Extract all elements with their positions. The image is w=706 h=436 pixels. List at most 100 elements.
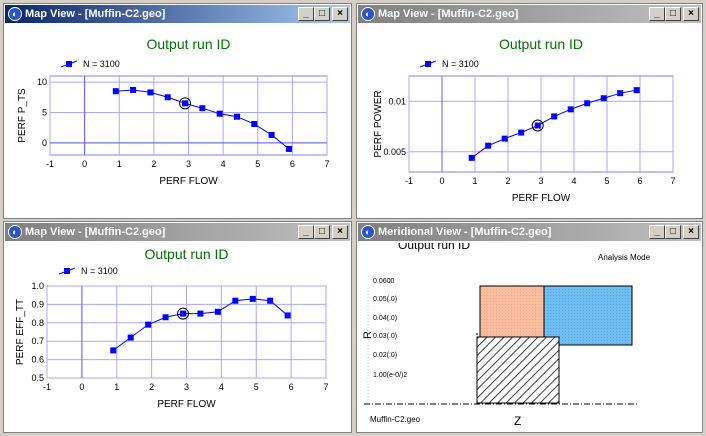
x-tick-label: 4 xyxy=(221,159,226,169)
r-tick-label: 1.00(e-0/)2 xyxy=(373,372,407,379)
chart-area[interactable]: Output run ID N = 3100 -1 0 1 2 3 4 5 6 7 0.5 0.6 0.7… xyxy=(7,243,348,429)
app-icon[interactable]: ◐ xyxy=(8,225,22,239)
data-point[interactable] xyxy=(110,347,117,354)
blue-region[interactable] xyxy=(543,285,633,346)
title-bar[interactable]: ◐ Map View - [Muffin-C2.geo] _ □ × xyxy=(5,223,350,241)
data-point[interactable] xyxy=(249,295,256,302)
data-point[interactable] xyxy=(182,100,189,107)
selected-point-marker[interactable] xyxy=(177,307,190,320)
maximize-button[interactable]: □ xyxy=(314,225,330,239)
x-axis-label: PERF FLOW xyxy=(512,193,571,204)
app-icon[interactable]: ◐ xyxy=(8,7,22,21)
data-point[interactable] xyxy=(197,310,204,317)
data-point[interactable] xyxy=(617,90,624,97)
data-point[interactable] xyxy=(567,106,574,113)
data-point[interactable] xyxy=(501,135,508,142)
r-tick-label: 0.04(.0) xyxy=(373,315,397,322)
x-tick-label: 0 xyxy=(439,176,444,186)
minimize-button[interactable]: _ xyxy=(298,7,314,21)
data-point[interactable] xyxy=(180,310,187,317)
window-title: Map View - [Muffin-C2.geo] xyxy=(378,8,519,20)
data-point[interactable] xyxy=(162,314,169,321)
data-point[interactable] xyxy=(130,86,137,93)
meridional-plot[interactable]: Output run ID Analysis Mode R 0.0600 0.05… xyxy=(360,238,701,431)
data-point[interactable] xyxy=(268,131,275,138)
data-point[interactable] xyxy=(551,113,558,120)
title-bar[interactable]: ◐ Map View - [Muffin-C2.geo] _ □ × xyxy=(5,5,350,23)
data-point[interactable] xyxy=(164,94,171,101)
x-tick-label: 6 xyxy=(637,176,642,186)
x-tick-label: 7 xyxy=(324,159,329,169)
maximize-button[interactable]: □ xyxy=(665,7,681,21)
data-point[interactable] xyxy=(147,89,154,96)
y-ticks: 0 5 10 xyxy=(37,77,327,148)
x-tick-label: -1 xyxy=(405,176,413,186)
series-line xyxy=(471,89,637,159)
x-tick-label: 1 xyxy=(472,176,477,186)
y-axis-label: PERF EFF_TT xyxy=(15,299,26,365)
y-ticks: 0.5 0.6 0.7 0.8 0.9 1.0 xyxy=(31,281,326,383)
data-point[interactable] xyxy=(112,88,119,95)
chart-perf-eff-tt[interactable]: Output run ID N = 3100 -1 0 1 2 3 4 5 6 7 0.5 0.6 0.7… xyxy=(7,243,350,431)
data-point[interactable] xyxy=(468,154,475,161)
data-point[interactable] xyxy=(284,312,291,319)
y-tick-label: 0.6 xyxy=(31,355,44,365)
chart-perf-p-ts[interactable]: Output run ID N = 3100 -1 0 1 2 3 4 5 6 7 0 5 10 PERF … xyxy=(7,25,350,217)
meridional-view-window[interactable]: ◐ Meridional View - [Muffin-C2.geo] _ □ … xyxy=(356,221,703,433)
minimize-button[interactable]: _ xyxy=(298,225,314,239)
window-title: Map View - [Muffin-C2.geo] xyxy=(25,226,166,238)
chart-perf-power[interactable]: Output run ID N = 3100 -1 0 1 2 3 4 5 6 7 0.005 0.01… xyxy=(360,25,701,217)
data-point[interactable] xyxy=(145,321,152,328)
minimize-button[interactable]: _ xyxy=(649,225,665,239)
close-button[interactable]: × xyxy=(683,225,699,239)
maximize-button[interactable]: □ xyxy=(665,225,681,239)
data-point[interactable] xyxy=(216,110,223,117)
map-view-window-3[interactable]: ◐ Map View - [Muffin-C2.geo] _ □ × Outpu… xyxy=(3,221,352,433)
data-point[interactable] xyxy=(251,121,258,128)
maximize-button[interactable]: □ xyxy=(314,7,330,21)
data-point[interactable] xyxy=(633,87,640,94)
chart-title: Output run ID xyxy=(144,246,228,262)
salmon-region[interactable] xyxy=(479,285,545,346)
chart-area[interactable]: Output run ID N = 3100 -1 0 1 2 3 4 5 6 7 0.005 0.01… xyxy=(360,25,699,215)
x-tick-label: 4 xyxy=(571,176,576,186)
data-point[interactable] xyxy=(518,129,525,136)
series-line xyxy=(115,89,290,150)
data-point[interactable] xyxy=(485,142,492,149)
data-point[interactable] xyxy=(600,95,607,102)
data-point[interactable] xyxy=(214,308,221,315)
app-icon[interactable]: ◐ xyxy=(361,7,375,21)
r-tick-label: 0.05(.0) xyxy=(373,296,397,303)
selected-point-marker[interactable] xyxy=(179,97,192,110)
data-point[interactable] xyxy=(232,297,239,304)
window-title: Meridional View - [Muffin-C2.geo] xyxy=(378,226,552,238)
meridional-area[interactable]: Output run ID Analysis Mode R 0.0600 0.05… xyxy=(360,238,701,431)
map-view-window-1[interactable]: ◐ Map View - [Muffin-C2.geo] _ □ × Outpu… xyxy=(3,3,352,219)
x-tick-label: 7 xyxy=(670,176,675,186)
close-button[interactable]: × xyxy=(332,225,348,239)
map-view-window-2[interactable]: ◐ Map View - [Muffin-C2.geo] _ □ × Outpu… xyxy=(356,3,703,219)
x-tick-label: 1 xyxy=(117,159,122,169)
minimize-button[interactable]: _ xyxy=(649,7,665,21)
meridional-title: Output run ID xyxy=(398,243,470,252)
y-tick-label: 1.0 xyxy=(31,281,44,291)
app-icon[interactable]: ◐ xyxy=(361,225,375,239)
title-bar[interactable]: ◐ Meridional View - [Muffin-C2.geo] _ □ … xyxy=(358,223,701,241)
series-line xyxy=(112,298,288,351)
data-point[interactable] xyxy=(199,105,206,112)
x-tick-label: 3 xyxy=(538,176,543,186)
close-button[interactable]: × xyxy=(332,7,348,21)
data-point[interactable] xyxy=(127,334,134,341)
data-point[interactable] xyxy=(267,297,274,304)
data-point[interactable] xyxy=(584,100,591,107)
x-tick-label: 7 xyxy=(323,382,328,392)
chart-area[interactable]: Output run ID N = 3100 -1 0 1 2 3 4 5 6 7 0 5 10 PERF … xyxy=(7,25,348,215)
selected-point-marker[interactable] xyxy=(531,119,544,132)
hatched-region[interactable] xyxy=(476,336,560,404)
y-axis-label: PERF POWER xyxy=(373,90,384,157)
data-point[interactable] xyxy=(233,113,240,120)
title-bar[interactable]: ◐ Map View - [Muffin-C2.geo] _ □ × xyxy=(358,5,701,23)
data-point[interactable] xyxy=(534,122,541,129)
data-point[interactable] xyxy=(285,145,292,152)
close-button[interactable]: × xyxy=(683,7,699,21)
